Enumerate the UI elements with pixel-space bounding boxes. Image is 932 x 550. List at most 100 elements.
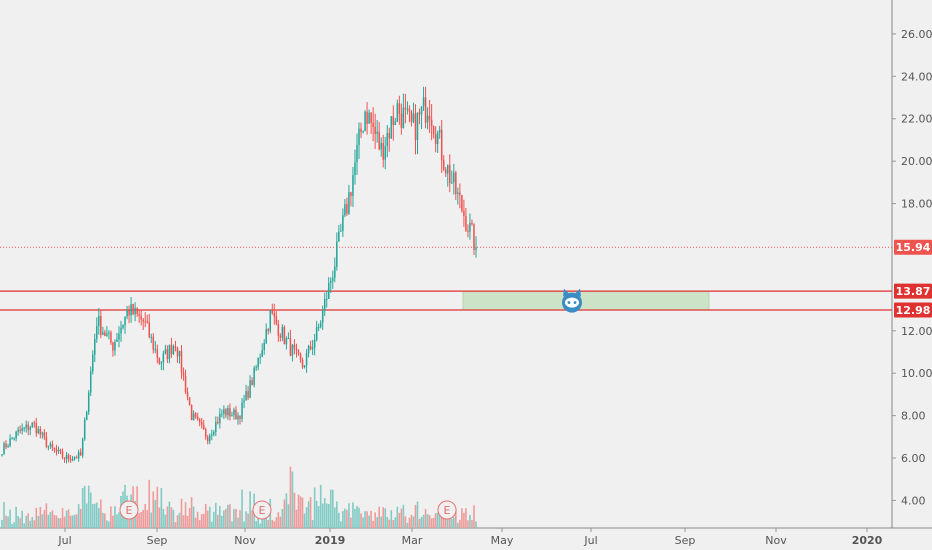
candle-body[interactable] xyxy=(446,165,449,174)
candle-body[interactable] xyxy=(451,182,453,184)
candle-body[interactable] xyxy=(313,340,316,348)
candle-body[interactable] xyxy=(247,391,249,398)
candle-body[interactable] xyxy=(420,106,423,115)
candle-body[interactable] xyxy=(356,145,358,163)
candle-body[interactable] xyxy=(81,439,84,456)
candle-body[interactable] xyxy=(233,409,235,416)
candle-body[interactable] xyxy=(21,428,23,431)
candle-body[interactable] xyxy=(146,321,148,323)
candle-body[interactable] xyxy=(144,321,146,323)
candle-body[interactable] xyxy=(279,335,282,338)
candle-body[interactable] xyxy=(370,112,372,123)
candle-body[interactable] xyxy=(275,316,278,324)
candle-body[interactable] xyxy=(273,312,276,317)
candle-body[interactable] xyxy=(436,132,439,145)
candle-body[interactable] xyxy=(138,314,140,316)
candle-body[interactable] xyxy=(239,415,241,419)
candle-body[interactable] xyxy=(126,310,128,317)
candle-body[interactable] xyxy=(323,299,326,310)
candle-body[interactable] xyxy=(400,113,403,129)
candle-body[interactable] xyxy=(85,412,88,420)
candle-body[interactable] xyxy=(352,174,354,196)
candle-body[interactable] xyxy=(172,346,175,355)
candle-body[interactable] xyxy=(118,333,120,340)
candle-body[interactable] xyxy=(442,160,445,170)
candle-body[interactable] xyxy=(174,346,177,348)
candle-body[interactable] xyxy=(259,356,261,358)
candle-body[interactable] xyxy=(424,97,427,123)
candle-body[interactable] xyxy=(134,308,136,315)
candle-body[interactable] xyxy=(219,413,221,424)
candle-body[interactable] xyxy=(428,115,431,120)
candle-body[interactable] xyxy=(79,452,82,456)
candle-body[interactable] xyxy=(303,365,306,368)
candle-body[interactable] xyxy=(83,419,86,440)
candle-body[interactable] xyxy=(23,427,25,429)
candle-body[interactable] xyxy=(418,112,421,115)
candle-body[interactable] xyxy=(455,172,457,194)
candle-body[interactable] xyxy=(229,408,231,417)
candle-body[interactable] xyxy=(469,222,471,232)
candle-body[interactable] xyxy=(406,108,409,110)
candle-body[interactable] xyxy=(45,436,48,447)
candle-body[interactable] xyxy=(57,449,60,452)
candle-body[interactable] xyxy=(358,128,360,146)
candle-body[interactable] xyxy=(449,165,451,183)
candle-body[interactable] xyxy=(430,119,433,127)
candle-body[interactable] xyxy=(152,336,155,350)
candle-body[interactable] xyxy=(225,409,227,416)
candle-body[interactable] xyxy=(67,454,70,460)
candle-body[interactable] xyxy=(96,325,98,339)
candle-body[interactable] xyxy=(87,392,90,413)
candle-body[interactable] xyxy=(148,322,151,337)
candle-body[interactable] xyxy=(150,336,153,338)
candle-body[interactable] xyxy=(463,210,465,216)
candle-body[interactable] xyxy=(235,409,237,420)
candle-body[interactable] xyxy=(271,309,274,313)
candle-body[interactable] xyxy=(108,332,110,334)
candle-body[interactable] xyxy=(269,309,272,331)
candle-body[interactable] xyxy=(120,327,122,334)
candle-body[interactable] xyxy=(245,391,247,401)
candle-body[interactable] xyxy=(100,315,102,335)
candle-body[interactable] xyxy=(414,113,417,140)
candle-body[interactable] xyxy=(291,344,294,356)
candle-body[interactable] xyxy=(372,122,374,127)
candle-body[interactable] xyxy=(368,112,370,124)
candle-body[interactable] xyxy=(65,454,68,460)
candle-body[interactable] xyxy=(344,204,346,216)
candle-body[interactable] xyxy=(162,353,165,363)
candle-body[interactable] xyxy=(73,457,76,459)
candle-body[interactable] xyxy=(348,192,350,214)
candle-body[interactable] xyxy=(471,222,473,225)
candle-body[interactable] xyxy=(110,332,112,343)
candle-body[interactable] xyxy=(289,338,292,356)
candle-body[interactable] xyxy=(176,347,179,357)
candle-body[interactable] xyxy=(15,431,17,439)
candle-body[interactable] xyxy=(241,402,243,419)
candle-body[interactable] xyxy=(392,116,395,125)
candle-body[interactable] xyxy=(346,204,348,214)
candle-body[interactable] xyxy=(69,459,72,461)
candle-body[interactable] xyxy=(410,111,413,122)
candle-body[interactable] xyxy=(211,434,213,436)
candle-body[interactable] xyxy=(475,247,477,251)
candle-body[interactable] xyxy=(249,380,251,398)
candle-body[interactable] xyxy=(19,429,21,431)
candle-body[interactable] xyxy=(467,230,469,232)
candle-body[interactable] xyxy=(315,327,318,341)
candle-body[interactable] xyxy=(104,332,106,336)
candle-body[interactable] xyxy=(9,438,11,446)
candle-body[interactable] xyxy=(170,344,173,355)
candle-body[interactable] xyxy=(142,319,144,322)
candle-body[interactable] xyxy=(55,449,58,452)
candle-body[interactable] xyxy=(336,241,338,267)
candle-body[interactable] xyxy=(426,115,429,123)
candle-body[interactable] xyxy=(473,224,475,251)
candle-body[interactable] xyxy=(221,413,223,415)
candle-body[interactable] xyxy=(94,338,96,355)
candle-body[interactable] xyxy=(217,421,219,424)
candle-body[interactable] xyxy=(325,298,328,300)
candle-body[interactable] xyxy=(208,435,211,442)
candle-body[interactable] xyxy=(251,380,253,385)
